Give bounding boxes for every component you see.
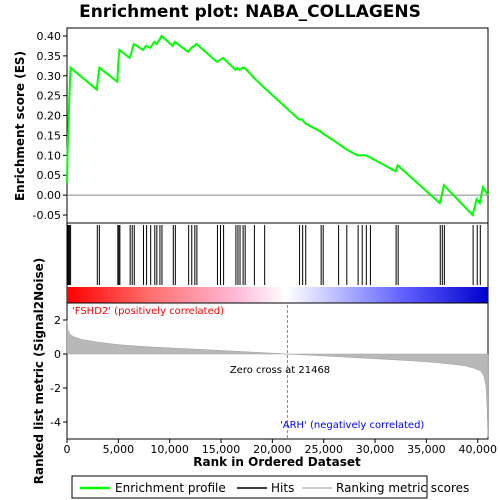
- negative-correlation-label: 'ARH' (negatively correlated): [280, 420, 424, 431]
- ranking-metric-area: [66, 319, 489, 438]
- es-y-axis-label: Enrichment score (ES): [13, 51, 27, 201]
- legend-metric-label: Ranking metric scores: [336, 481, 469, 495]
- x-tick-label: 5,000: [103, 443, 135, 456]
- es-y-tick-label: 0.40: [37, 30, 62, 43]
- metric-y-tick-label: -2: [50, 382, 61, 395]
- es-y-tick-label: 0.20: [37, 110, 62, 123]
- es-y-tick-label: -0.05: [33, 209, 61, 222]
- metric-y-tick-label: 0: [54, 348, 61, 361]
- es-y-axis: -0.05 0.00 0.05 0.10 0.15 0.20 0.25 0.30 0.35 0.4…: [33, 30, 67, 222]
- x-tick-label: 15,000: [202, 443, 241, 456]
- legend-enrichment-label: Enrichment profile: [115, 481, 226, 495]
- enrichment-profile-line: [66, 34, 489, 218]
- chart-title: Enrichment plot: NABA_COLLAGENS: [79, 2, 421, 22]
- x-tick-label: 25,000: [304, 443, 343, 456]
- positive-correlation-label: 'FSHD2' (positively correlated): [72, 306, 224, 317]
- hits-group: [67, 225, 481, 285]
- rank-color-bar: [67, 287, 488, 303]
- legend-hits-label: Hits: [271, 481, 294, 495]
- x-tick-label: 0: [64, 443, 71, 456]
- x-tick-label: 40,000: [458, 443, 497, 456]
- es-y-tick-label: 0.10: [37, 149, 62, 162]
- x-tick-label: 35,000: [407, 443, 446, 456]
- metric-x-axis: 0 5,000 10,000 15,000 20,000 25,000 30,000 35,0…: [64, 439, 497, 456]
- es-y-tick-label: 0.25: [37, 90, 62, 103]
- es-y-tick-label: 0.05: [37, 169, 62, 182]
- es-y-tick-label: 0.15: [37, 129, 62, 142]
- es-y-tick-label: 0.30: [37, 70, 62, 83]
- x-axis-label: Rank in Ordered Dataset: [193, 455, 361, 469]
- x-tick-label: 20,000: [253, 443, 292, 456]
- zero-cross-label: Zero cross at 21468: [230, 365, 330, 376]
- x-tick-label: 30,000: [356, 443, 395, 456]
- es-y-tick-label: 0.00: [37, 189, 62, 202]
- es-y-tick-label: 0.35: [37, 50, 62, 63]
- metric-y-tick-label: -4: [50, 416, 61, 429]
- x-tick-label: 10,000: [150, 443, 189, 456]
- legend-box: [71, 475, 428, 499]
- metric-y-axis: -4 -2 0 2: [50, 314, 67, 429]
- metric-y-axis-label: Ranked list metric (Signal2Noise): [32, 258, 46, 485]
- metric-y-tick-label: 2: [54, 314, 61, 327]
